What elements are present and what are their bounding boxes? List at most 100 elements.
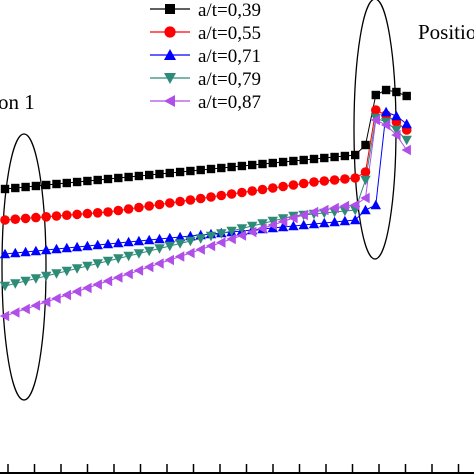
data-point bbox=[196, 165, 205, 175]
data-point bbox=[217, 163, 226, 173]
data-point bbox=[401, 118, 412, 129]
data-point bbox=[185, 195, 196, 205]
legend-background bbox=[140, 0, 290, 116]
data-point bbox=[247, 226, 257, 238]
data-point bbox=[103, 207, 113, 217]
data-point bbox=[0, 310, 10, 322]
data-point bbox=[298, 219, 309, 230]
data-point bbox=[134, 202, 144, 213]
data-point bbox=[350, 173, 361, 183]
data-point bbox=[206, 164, 216, 174]
data-point bbox=[247, 221, 258, 232]
legend-entry-label: a/t=0,71 bbox=[198, 46, 261, 67]
data-point bbox=[370, 199, 381, 210]
data-point bbox=[61, 266, 72, 277]
data-point bbox=[340, 174, 350, 184]
series-line-4 bbox=[4, 117, 408, 287]
data-point bbox=[21, 182, 30, 192]
data-point bbox=[237, 161, 247, 171]
series-lines bbox=[4, 89, 408, 317]
legend: a/t=0,39a/t=0,55a/t=0,71a/t=0,79a/t=0,87 bbox=[140, 0, 290, 116]
data-point bbox=[72, 177, 82, 187]
data-point bbox=[319, 176, 330, 186]
legend-marker bbox=[164, 73, 176, 84]
legend-marker bbox=[165, 4, 175, 14]
data-point bbox=[51, 293, 61, 304]
data-point bbox=[164, 254, 174, 266]
data-point bbox=[391, 129, 401, 141]
data-point bbox=[82, 261, 93, 272]
data-point bbox=[83, 176, 92, 186]
data-point bbox=[52, 179, 61, 189]
data-point bbox=[144, 261, 154, 273]
data-point bbox=[371, 105, 381, 115]
data-point bbox=[144, 246, 155, 257]
data-point bbox=[226, 189, 237, 199]
legend-entry-label: a/t=0,79 bbox=[198, 69, 261, 90]
data-point bbox=[268, 158, 277, 168]
data-point bbox=[320, 153, 329, 163]
data-point bbox=[41, 271, 52, 282]
data-point bbox=[113, 237, 124, 248]
data-point bbox=[20, 246, 31, 257]
data-point bbox=[339, 215, 351, 226]
data-point bbox=[205, 231, 217, 242]
data-point bbox=[154, 244, 165, 254]
data-point bbox=[309, 154, 319, 164]
data-point bbox=[0, 281, 11, 292]
data-point bbox=[133, 249, 145, 259]
data-point bbox=[92, 259, 103, 269]
data-point bbox=[195, 193, 206, 204]
data-point bbox=[278, 181, 288, 192]
data-point bbox=[62, 178, 71, 188]
data-point bbox=[392, 87, 401, 97]
data-point bbox=[133, 265, 144, 276]
data-point bbox=[226, 226, 237, 237]
series-line-3 bbox=[4, 111, 408, 255]
data-point bbox=[216, 237, 226, 248]
data-point bbox=[402, 91, 411, 101]
data-point bbox=[380, 106, 392, 117]
data-point bbox=[10, 247, 21, 258]
data-point bbox=[144, 201, 154, 211]
series-markers bbox=[0, 85, 412, 322]
legend-marker bbox=[164, 95, 175, 107]
data-point bbox=[174, 251, 185, 262]
legend-entry-label: a/t=0,39 bbox=[198, 0, 261, 21]
series-line-2 bbox=[4, 109, 408, 221]
data-point bbox=[41, 296, 51, 308]
data-point bbox=[288, 212, 298, 224]
data-point bbox=[124, 172, 133, 182]
data-point bbox=[319, 217, 330, 228]
data-point bbox=[329, 216, 340, 227]
data-point bbox=[309, 177, 319, 187]
data-point bbox=[155, 169, 164, 179]
data-point bbox=[288, 220, 299, 231]
data-point bbox=[370, 114, 380, 126]
data-point bbox=[350, 214, 361, 225]
data-point bbox=[72, 209, 82, 220]
data-point bbox=[164, 232, 175, 243]
data-point bbox=[165, 198, 175, 208]
data-point bbox=[51, 243, 62, 254]
data-point bbox=[308, 206, 319, 218]
data-point bbox=[164, 241, 175, 252]
data-point bbox=[144, 234, 155, 245]
position-2-label: Positio bbox=[418, 20, 474, 44]
data-point bbox=[10, 214, 21, 224]
data-point bbox=[113, 272, 123, 283]
data-point bbox=[289, 156, 298, 166]
data-point bbox=[92, 239, 103, 250]
data-point bbox=[350, 199, 360, 211]
data-point bbox=[216, 229, 227, 239]
data-point bbox=[102, 238, 114, 249]
data-point bbox=[0, 248, 11, 259]
data-point bbox=[236, 224, 248, 234]
legend-entry-label: a/t=0,55 bbox=[198, 23, 261, 44]
data-point bbox=[258, 159, 267, 169]
data-point bbox=[236, 230, 247, 241]
data-point bbox=[185, 247, 195, 259]
data-point bbox=[174, 231, 186, 242]
data-point bbox=[61, 289, 71, 301]
